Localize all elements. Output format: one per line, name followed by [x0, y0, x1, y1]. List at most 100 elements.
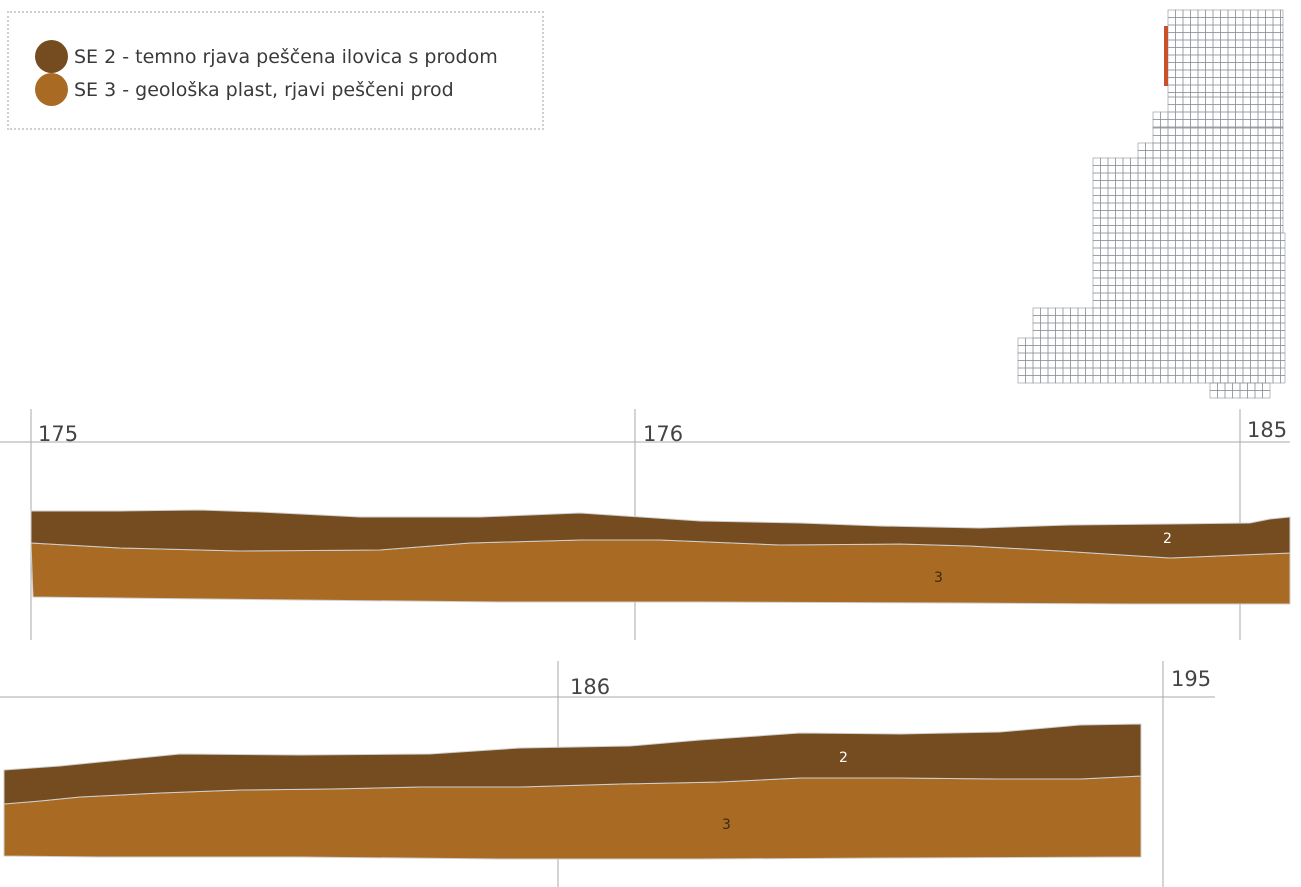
grid-cell	[1107, 240, 1116, 249]
grid-cell	[1182, 367, 1191, 376]
grid-cell	[1197, 247, 1206, 256]
grid-cell	[1220, 232, 1229, 241]
grid-cell	[1145, 187, 1154, 196]
grid-cell	[1205, 345, 1214, 354]
grid-cell	[1212, 150, 1221, 159]
grid-cell	[1227, 111, 1236, 120]
grid-cell	[1212, 111, 1221, 120]
grid-cell	[1100, 352, 1109, 361]
grid-cell	[1242, 210, 1251, 219]
grid-cell	[1272, 210, 1281, 219]
grid-cell	[1235, 172, 1244, 181]
grid-cell	[1047, 360, 1056, 369]
grid-cell	[1182, 270, 1191, 279]
grid-cell	[1254, 390, 1263, 399]
grid-cell	[1280, 292, 1286, 301]
grid-cell	[1212, 240, 1221, 249]
grid-cell	[1160, 262, 1169, 271]
grid-cell	[1137, 172, 1146, 181]
grid-cell	[1115, 217, 1124, 226]
grid-cell	[1100, 172, 1109, 181]
grid-cell	[1070, 367, 1079, 376]
profile-2-tick-186: 186	[570, 675, 610, 699]
grid-cell	[1167, 172, 1176, 181]
grid-cell	[1220, 84, 1229, 93]
grid-cell	[1115, 337, 1124, 346]
grid-cell	[1092, 337, 1101, 346]
grid-cell	[1107, 157, 1116, 166]
grid-cell	[1167, 367, 1176, 376]
grid-cell	[1197, 165, 1206, 174]
grid-cell	[1107, 255, 1116, 264]
grid-cell	[1220, 292, 1229, 301]
grid-cell	[1070, 345, 1079, 354]
grid-cell	[1205, 47, 1214, 56]
grid-cell	[1025, 375, 1034, 384]
grid-cell	[1265, 367, 1274, 376]
grid-cell	[1265, 217, 1274, 226]
grid-cell	[1242, 285, 1251, 294]
grid-cell	[1280, 127, 1284, 136]
grid-cell	[1242, 157, 1251, 166]
grid-cell	[1190, 165, 1199, 174]
grid-cell	[1175, 277, 1184, 286]
grid-cell	[1257, 9, 1266, 18]
grid-cell	[1047, 337, 1056, 346]
grid-cell	[1227, 352, 1236, 361]
grid-cell	[1242, 104, 1251, 113]
grid-cell	[1085, 375, 1094, 384]
grid-cell	[1265, 32, 1274, 41]
grid-cell	[1272, 84, 1281, 93]
grid-cell	[1250, 315, 1259, 324]
grid-cell	[1265, 9, 1274, 18]
grid-cell	[1220, 187, 1229, 196]
grid-cell	[1152, 270, 1161, 279]
grid-cell	[1040, 315, 1049, 324]
grid-cell	[1190, 92, 1199, 98]
grid-cell	[1232, 382, 1241, 391]
grid-cell	[1130, 315, 1139, 324]
grid-cell	[1040, 322, 1049, 331]
grid-cell	[1205, 337, 1214, 346]
grid-cell	[1280, 9, 1284, 18]
grid-cell	[1197, 262, 1206, 271]
grid-cell	[1272, 322, 1281, 331]
grid-cell	[1167, 165, 1176, 174]
grid-cell	[1227, 172, 1236, 181]
grid-cell	[1280, 195, 1284, 204]
grid-cell	[1047, 330, 1056, 339]
grid-cell	[1272, 9, 1281, 18]
profile-1-tick-185: 185	[1247, 418, 1287, 442]
grid-cell	[1032, 367, 1041, 376]
grid-cell	[1227, 150, 1236, 159]
grid-cell	[1115, 210, 1124, 219]
grid-cell	[1190, 247, 1199, 256]
grid-cell	[1224, 382, 1233, 391]
grid-cell	[1212, 210, 1221, 219]
grid-cell	[1212, 375, 1221, 384]
grid-cell	[1070, 352, 1079, 361]
grid-cell	[1182, 54, 1191, 63]
grid-cell	[1160, 360, 1169, 369]
grid-cell	[1257, 62, 1266, 71]
grid-cell	[1257, 54, 1266, 63]
grid-cell	[1122, 360, 1131, 369]
grid-cell	[1190, 375, 1199, 384]
grid-cell	[1182, 217, 1191, 226]
grid-cell	[1197, 345, 1206, 354]
grid-cell	[1115, 352, 1124, 361]
grid-cell	[1227, 375, 1236, 384]
grid-cell	[1227, 337, 1236, 346]
grid-cell	[1197, 217, 1206, 226]
grid-cell	[1100, 277, 1109, 286]
grid-cell	[1227, 165, 1236, 174]
grid-cell	[1227, 240, 1236, 249]
grid-cell	[1092, 232, 1101, 241]
grid-cell	[1190, 32, 1199, 41]
grid-cell	[1100, 330, 1109, 339]
grid-cell	[1242, 180, 1251, 189]
grid-cell	[1122, 172, 1131, 181]
grid-cell	[1197, 54, 1206, 63]
grid-cell	[1227, 225, 1236, 234]
grid-cell	[1182, 232, 1191, 241]
